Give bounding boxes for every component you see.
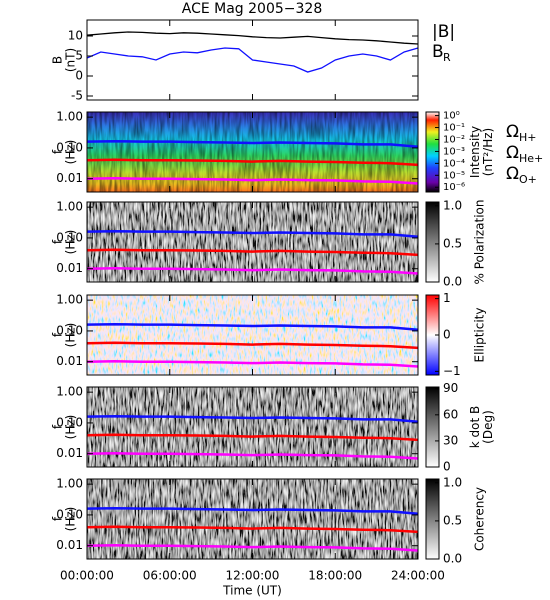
y-axis-label: f — [51, 239, 65, 244]
x-tick-label: 00:00:00 — [60, 569, 114, 583]
y-tick-label: 0.01 — [56, 261, 83, 275]
x-tick-label: 12:00:00 — [226, 569, 280, 583]
legend-label: Ω — [506, 143, 519, 163]
y-axis-label: f — [51, 516, 65, 521]
y-tick-label: 0.10 — [56, 415, 83, 429]
series-line — [86, 341, 419, 350]
series-line — [86, 229, 419, 238]
y-tick-label: 0.10 — [56, 230, 83, 244]
y-axis-label: f — [51, 149, 65, 154]
legend-subscript: He+ — [519, 152, 543, 165]
x-tick-label: 18:00:00 — [308, 569, 362, 583]
colorbar — [425, 201, 440, 283]
y-axis-label: f — [51, 424, 65, 429]
y-tick-label: 1.00 — [56, 385, 83, 399]
y-axis-label: (nT) — [64, 48, 78, 72]
y-tick-label: 1.00 — [56, 200, 83, 214]
y-tick-label: 5 — [75, 49, 83, 63]
y-axis-label: (Hz) — [64, 415, 78, 440]
legend-subscript: H+ — [519, 131, 537, 144]
y-axis-label: f — [51, 332, 65, 337]
colorbar-tick-label: 0.0 — [443, 552, 462, 566]
colorbar-tick-label: 30 — [443, 433, 458, 447]
colorbar-label: Coherency — [473, 487, 487, 551]
y-tick-label: 0.10 — [56, 140, 83, 154]
chart-title: ACE Mag 2005−328 — [182, 1, 322, 17]
y-tick-label: 0.01 — [56, 446, 83, 460]
colorbar-label: (nT²/Hz) — [481, 128, 495, 176]
y-axis-label: (Hz) — [64, 230, 78, 255]
legend-label: B — [432, 42, 444, 62]
colorbar — [425, 111, 440, 193]
legend-subscript: O+ — [519, 173, 537, 186]
colorbar-label: Ellipticity — [473, 308, 487, 363]
y-tick-label: 0.01 — [56, 538, 83, 552]
series-line — [86, 47, 419, 73]
legend-subscript: R — [443, 51, 451, 64]
x-tick-label: 06:00:00 — [143, 569, 197, 583]
series-line — [86, 525, 419, 534]
series-line — [86, 544, 419, 552]
series-line — [86, 322, 419, 331]
y-tick-label: 0.10 — [56, 507, 83, 521]
y-tick-label: 1.00 — [56, 477, 83, 491]
colorbar-tick-label: 10⁰ — [443, 111, 460, 122]
colorbar-tick-label: 90 — [443, 381, 458, 395]
y-tick-label: 1.00 — [56, 110, 83, 124]
y-axis-label: (Hz) — [64, 323, 78, 348]
colorbar-tick-label: 0.5 — [443, 513, 462, 527]
series-line — [86, 414, 419, 423]
y-tick-label: 1.00 — [56, 293, 83, 307]
colorbar-tick-label: 10⁻⁴ — [443, 158, 465, 169]
colorbar-label: (Deg) — [481, 410, 495, 444]
colorbar-tick-label: 0 — [443, 460, 451, 474]
colorbar — [425, 386, 440, 468]
colorbar-tick-label: 1.0 — [443, 475, 462, 489]
y-axis-label: B — [51, 56, 65, 64]
legend-label: |B| — [432, 22, 455, 42]
colorbar-tick-label: 10⁻³ — [443, 146, 465, 157]
y-tick-label: 10 — [68, 29, 83, 43]
colorbar-tick-label: 10⁻² — [443, 134, 465, 145]
series-line — [86, 360, 419, 368]
series-line — [86, 158, 419, 167]
series-line — [86, 267, 419, 275]
colorbar-tick-label: 10⁻⁵ — [443, 170, 465, 181]
y-tick-label: 0.10 — [56, 323, 83, 337]
colorbar-label: Intensity — [468, 126, 482, 178]
series-line — [86, 506, 419, 515]
y-axis-label: (Hz) — [64, 507, 78, 532]
colorbar — [425, 478, 440, 560]
series-line — [86, 452, 419, 460]
colorbar-tick-label: 0.5 — [443, 236, 462, 250]
colorbar-tick-label: 10⁻⁶ — [443, 182, 465, 193]
colorbar-tick-label: 1 — [443, 291, 451, 305]
series-line — [86, 139, 419, 148]
colorbar-tick-label: 0 — [443, 328, 451, 342]
colorbar-tick-label: −1 — [443, 364, 461, 378]
y-tick-label: 0.01 — [56, 171, 83, 185]
colorbar-tick-label: 60 — [443, 407, 458, 421]
series-line — [86, 31, 419, 45]
colorbar-tick-label: 1.0 — [443, 198, 462, 212]
y-tick-label: -5 — [71, 89, 83, 103]
y-axis-label: (Hz) — [64, 140, 78, 165]
series-line — [86, 433, 419, 442]
series-line — [86, 177, 419, 185]
y-tick-label: 0 — [75, 69, 83, 83]
colorbar-tick-label: 0.0 — [443, 275, 462, 289]
x-tick-label: 24:00:00 — [391, 569, 445, 583]
colorbar-label: k dot B — [468, 406, 482, 448]
y-tick-label: 0.01 — [56, 354, 83, 368]
x-axis-label: Time (UT) — [222, 584, 282, 598]
colorbar-label: % Polarization — [473, 200, 487, 285]
legend-label: Ω — [506, 164, 519, 184]
legend-label: Ω — [506, 122, 519, 142]
series-line — [86, 248, 419, 257]
colorbar-tick-label: 10⁻¹ — [443, 123, 465, 134]
